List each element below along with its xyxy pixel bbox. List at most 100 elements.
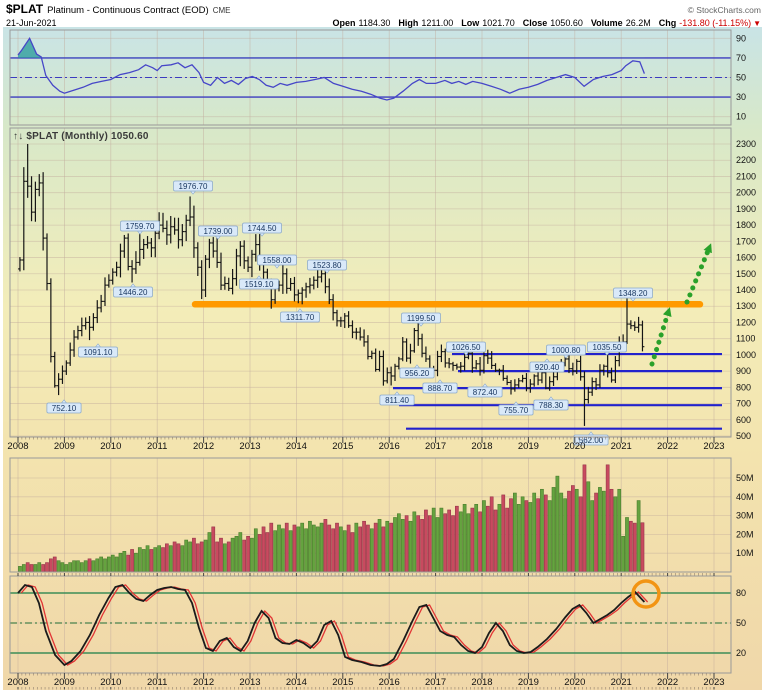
symbol-description: Platinum - Continuous Contract (EOD)	[47, 5, 209, 16]
svg-text:2017: 2017	[425, 441, 446, 452]
price-callout: 1035.50	[587, 341, 627, 356]
svg-text:2021: 2021	[611, 441, 632, 452]
x-axis-ticks	[17, 437, 715, 690]
quote-value: 1021.70	[482, 18, 515, 28]
svg-text:500: 500	[736, 431, 751, 441]
x-axis-labels: 2008 2008 2009 2009 2010 2010 2011 2011 2012 2012…	[7, 441, 724, 688]
stoch-panel	[9, 575, 732, 674]
svg-text:900: 900	[736, 366, 751, 376]
svg-text:2008: 2008	[7, 441, 28, 452]
svg-text:1519.10: 1519.10	[245, 280, 274, 289]
price-callout: 1026.50	[446, 341, 486, 356]
svg-text:1400: 1400	[736, 285, 756, 295]
price-callout: 920.40	[529, 358, 565, 373]
svg-text:2018: 2018	[471, 441, 492, 452]
exchange-label: CME	[212, 6, 231, 15]
quote-value: 1050.60	[550, 18, 583, 28]
svg-text:80: 80	[736, 588, 746, 598]
price-callout: 1976.70	[173, 180, 213, 195]
svg-text:1600: 1600	[736, 253, 756, 263]
quote-value: 1211.00	[421, 18, 454, 28]
svg-text:2012: 2012	[193, 441, 214, 452]
quote-label: Close	[522, 18, 548, 28]
svg-text:1759.70: 1759.70	[126, 222, 155, 231]
svg-text:956.20: 956.20	[405, 369, 430, 378]
svg-text:2100: 2100	[736, 171, 756, 181]
price-panel-title: ↑↓ $PLAT (Monthly) 1050.60	[13, 131, 149, 142]
y-axis-labels: 500 600 700 800 900 1000 1100 1200 1300 1400 1500 1…	[736, 33, 756, 658]
svg-text:30M: 30M	[736, 511, 754, 521]
svg-text:2022: 2022	[657, 677, 678, 688]
quote-label: High	[398, 18, 419, 28]
svg-text:2019: 2019	[518, 677, 539, 688]
svg-text:872.40: 872.40	[473, 388, 498, 397]
svg-text:20M: 20M	[736, 529, 754, 539]
quote-label: Open	[332, 18, 356, 28]
svg-text:2013: 2013	[239, 441, 260, 452]
svg-text:2008: 2008	[7, 677, 28, 688]
svg-text:1200: 1200	[736, 317, 756, 327]
quote-label: Low	[461, 18, 480, 28]
svg-text:2011: 2011	[147, 441, 167, 452]
price-callout: 956.20	[399, 364, 435, 379]
svg-text:1026.50: 1026.50	[452, 343, 481, 352]
price-callout: 1744.50	[242, 222, 282, 237]
price-callout: 1311.70	[280, 308, 320, 323]
svg-text:920.40: 920.40	[535, 363, 560, 372]
svg-text:2009: 2009	[54, 677, 75, 688]
chart-header: $PLAT Platinum - Continuous Contract (EO…	[6, 2, 761, 28]
quote-label: Chg	[658, 18, 677, 28]
svg-text:2010: 2010	[100, 677, 121, 688]
svg-text:1300: 1300	[736, 301, 756, 311]
price-callouts: 1976.70 1759.70 1739.00 1744.50 1558.00 1523.…	[46, 180, 653, 446]
panel-borders	[9, 29, 732, 674]
svg-text:700: 700	[736, 399, 751, 409]
price-callout: 755.70	[498, 401, 534, 416]
price-callout: 888.70	[422, 379, 458, 394]
svg-text:2000: 2000	[736, 188, 756, 198]
svg-text:40M: 40M	[736, 492, 754, 502]
svg-text:2012: 2012	[193, 677, 214, 688]
svg-text:20: 20	[736, 648, 746, 658]
svg-text:788.30: 788.30	[539, 401, 564, 410]
svg-text:2014: 2014	[286, 677, 307, 688]
svg-text:1976.70: 1976.70	[179, 182, 208, 191]
svg-text:30: 30	[736, 92, 746, 102]
change-down-icon: ▼	[753, 19, 761, 28]
svg-text:2010: 2010	[100, 441, 121, 452]
svg-text:888.70: 888.70	[428, 384, 453, 393]
price-bars	[18, 144, 645, 426]
svg-text:10: 10	[736, 112, 746, 122]
stoch-k-line	[17, 583, 646, 667]
svg-text:1558.00: 1558.00	[263, 256, 292, 265]
price-callout: 1348.20	[613, 287, 653, 302]
copyright: © StockCharts.com	[687, 5, 761, 15]
volume-panel	[9, 457, 732, 573]
price-callout: 752.10	[46, 399, 82, 414]
svg-text:2023: 2023	[703, 677, 724, 688]
price-callout: 1558.00	[257, 254, 297, 269]
svg-text:2011: 2011	[147, 677, 167, 688]
svg-text:1035.50: 1035.50	[593, 343, 622, 352]
price-callout: 1446.20	[113, 283, 153, 298]
svg-text:2009: 2009	[54, 441, 75, 452]
svg-text:1311.70: 1311.70	[286, 313, 315, 322]
quote-value: -131.80 (-11.15%)	[679, 18, 752, 28]
price-callout: 811.40	[379, 391, 415, 406]
svg-text:70: 70	[736, 53, 746, 63]
price-callout: 1523.80	[307, 259, 347, 274]
svg-text:2016: 2016	[379, 677, 400, 688]
quote-summary: Open 1184.30 High 1211.00 Low 1021.70 Close 105…	[324, 18, 761, 28]
svg-text:1500: 1500	[736, 269, 756, 279]
green-arrow	[684, 243, 713, 305]
stoch-d-line	[20, 584, 649, 667]
svg-text:1700: 1700	[736, 236, 756, 246]
price-callout: 1000.80	[546, 344, 586, 359]
stoch-indicator	[10, 579, 731, 667]
svg-text:562.00: 562.00	[579, 436, 604, 445]
rsi-panel	[9, 29, 732, 126]
quote-value: 26.2M	[625, 18, 651, 28]
price-panel	[9, 127, 732, 438]
svg-text:1100: 1100	[736, 334, 755, 344]
